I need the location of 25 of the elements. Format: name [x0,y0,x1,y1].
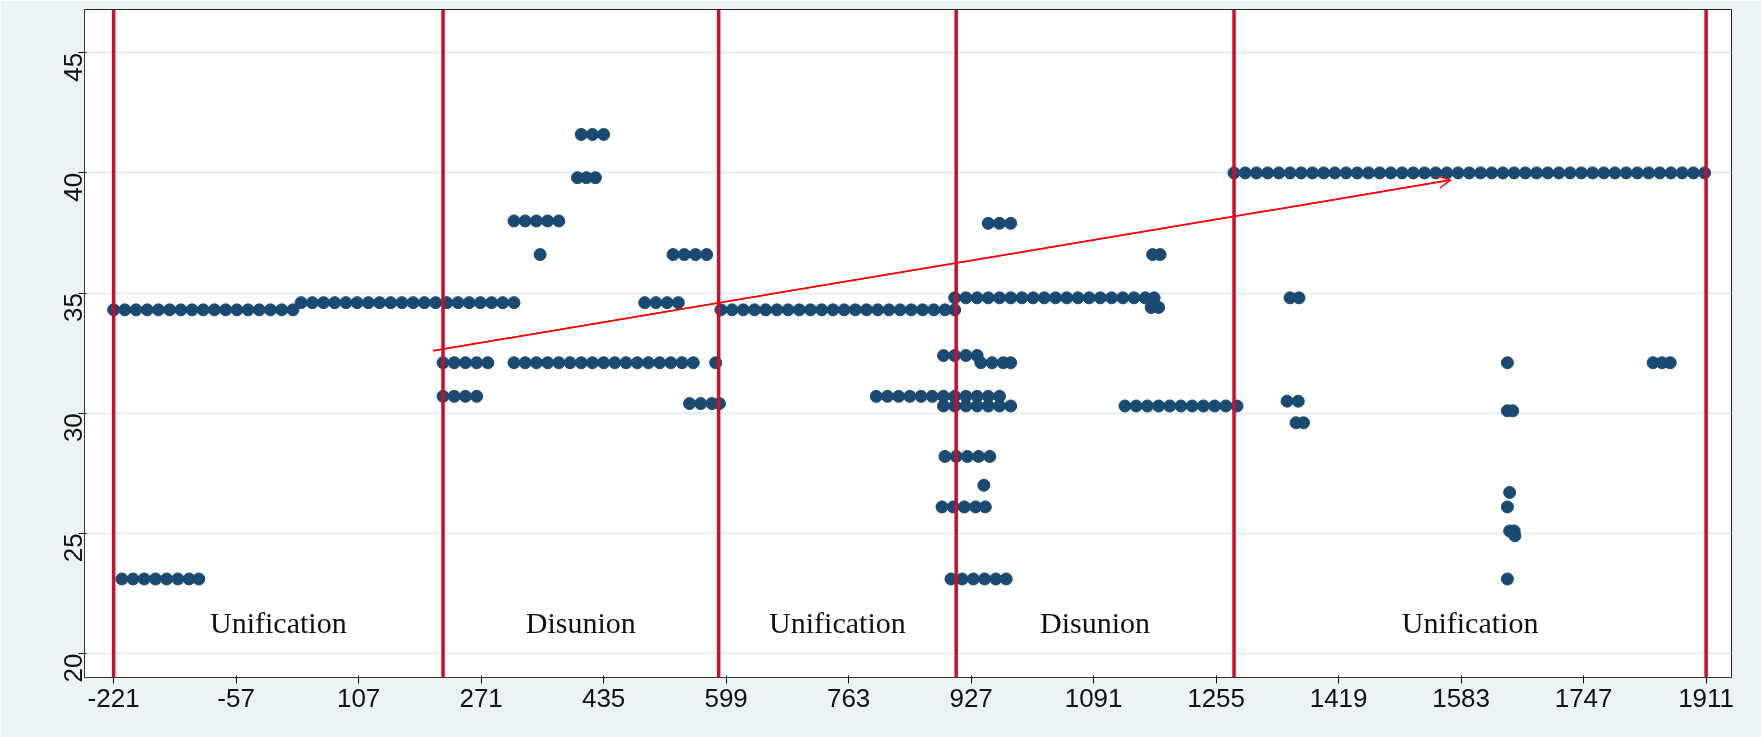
y-tick-label: 25 [58,533,89,563]
x-tick-label: 1583 [1432,682,1491,713]
annotation: Disunion [525,605,636,639]
annotation: Disunion [1040,605,1151,639]
x-tick-label: 271 [459,682,503,713]
annotation: Unification [1401,605,1539,639]
x-tick-label: -221 [87,682,140,713]
x-tick-label: 1419 [1309,682,1368,713]
x-tick-label: -57 [217,682,255,713]
y-tick-label: 20 [58,653,89,683]
annotation: Unification [769,605,906,639]
x-tick-label: 599 [704,682,748,713]
x-tick-label: 1255 [1187,682,1246,713]
annotation: Unification [210,605,347,639]
x-tick-label: 927 [949,682,993,713]
y-tick-label: 35 [58,293,89,322]
y-tick-label: 45 [58,52,89,82]
x-tick-label: 1747 [1554,682,1613,713]
x-tick-label: 1091 [1064,682,1123,713]
y-tick-label: 40 [58,172,89,202]
x-tick-label: 763 [826,682,871,713]
x-tick-label: 435 [581,682,626,713]
x-tick-label: 107 [336,682,381,713]
x-tick-label: 1911 [1678,682,1735,713]
y-tick-label: 30 [58,413,89,443]
